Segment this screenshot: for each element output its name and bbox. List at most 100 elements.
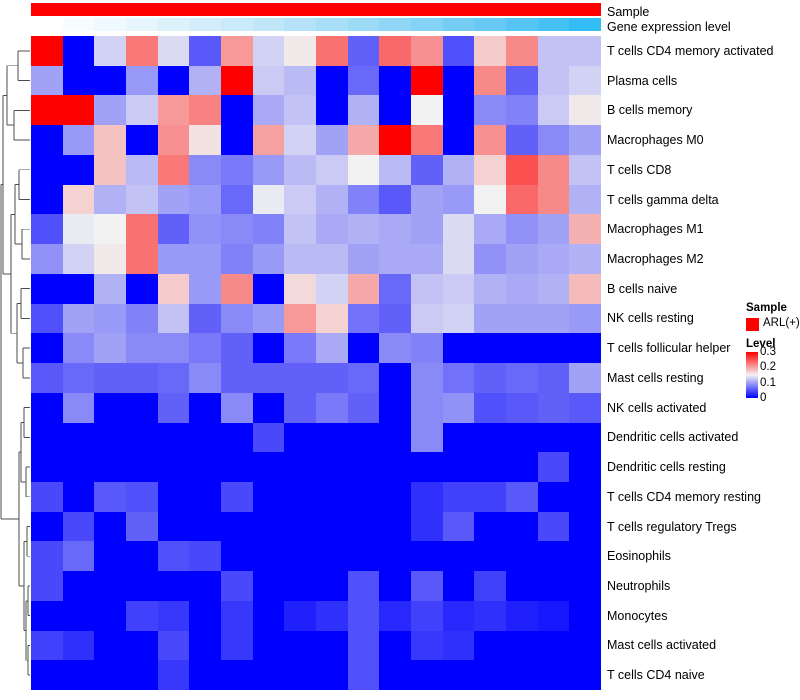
row-label: Dendritic cells activated — [607, 430, 739, 445]
heatmap-cell — [442, 600, 475, 631]
heatmap-cell — [569, 36, 602, 66]
heatmap-cell — [347, 630, 380, 661]
heatmap-cell — [189, 482, 222, 512]
heatmap-cell — [379, 660, 412, 691]
heatmap-cell — [284, 363, 317, 393]
heatmap-cell — [569, 154, 602, 185]
row-label: Monocytes — [607, 608, 668, 623]
heatmap-cell — [442, 303, 475, 334]
heatmap-cell — [537, 660, 570, 691]
heatmap-cell — [537, 273, 570, 304]
heatmap-cell — [569, 600, 602, 631]
heatmap-row — [31, 333, 602, 364]
heatmap-cell — [189, 184, 222, 215]
heatmap-cell — [221, 482, 253, 512]
heatmap-row — [31, 452, 602, 483]
heatmap-cell — [474, 125, 507, 155]
legend-color-swatch — [746, 317, 759, 331]
heatmap-row — [31, 303, 602, 334]
heatmap-cell — [411, 333, 443, 364]
heatmap-cell — [126, 95, 158, 126]
legend-level-title: Level — [746, 337, 776, 350]
heatmap-cell — [379, 36, 412, 66]
heatmap-cell — [31, 65, 63, 96]
heatmap-cell — [347, 95, 380, 126]
gene-expression-cell-18 — [569, 18, 602, 31]
heatmap-cell — [569, 363, 602, 393]
heatmap-cell — [537, 333, 570, 364]
heatmap-cell — [252, 541, 285, 572]
heatmap-cell — [411, 571, 443, 601]
heatmap-cell — [94, 511, 127, 542]
heatmap-cell — [94, 571, 127, 601]
heatmap-cell — [474, 303, 507, 334]
heatmap-cell — [284, 630, 317, 661]
heatmap-cell — [189, 422, 222, 453]
heatmap-cell — [347, 660, 380, 691]
heatmap-cell — [252, 482, 285, 512]
heatmap-cell — [411, 273, 443, 304]
heatmap-row — [31, 660, 602, 691]
heatmap-cell — [157, 422, 190, 453]
heatmap-cell — [347, 600, 380, 631]
heatmap-cell — [537, 214, 570, 245]
heatmap-cell — [189, 154, 222, 185]
heatmap-cell — [189, 600, 222, 631]
row-label: T cells follicular helper — [607, 341, 731, 356]
heatmap-cell — [347, 511, 380, 542]
heatmap-cell — [221, 273, 253, 304]
heatmap-cell — [379, 600, 412, 631]
heatmap-cell — [347, 125, 380, 155]
heatmap-cell — [94, 273, 127, 304]
heatmap-cell — [316, 422, 348, 453]
heatmap-cell — [126, 422, 158, 453]
heatmap-cell — [62, 422, 95, 453]
heatmap-cell — [569, 333, 602, 364]
heatmap-cell — [474, 571, 507, 601]
gene-expression-cell-6 — [189, 18, 222, 31]
heatmap-cell — [379, 630, 412, 661]
heatmap-cell — [284, 154, 317, 185]
heatmap-cell — [506, 36, 538, 66]
heatmap-cell — [221, 571, 253, 601]
heatmap-cell — [347, 244, 380, 274]
heatmap-cell — [506, 660, 538, 691]
heatmap-cell — [252, 660, 285, 691]
heatmap-cell — [411, 303, 443, 334]
heatmap-cell — [379, 273, 412, 304]
legend-sample-title: Sample — [746, 302, 787, 314]
heatmap-cell — [347, 541, 380, 572]
legend-sample-item-label: ARL(+) — [763, 317, 800, 330]
heatmap-cell — [94, 541, 127, 572]
heatmap-cell — [94, 333, 127, 364]
heatmap-cell — [506, 482, 538, 512]
heatmap-cell — [316, 36, 348, 66]
heatmap-cell — [347, 482, 380, 512]
heatmap-cell — [126, 244, 158, 274]
heatmap-cell — [411, 600, 443, 631]
heatmap-cell — [569, 184, 602, 215]
heatmap-cell — [62, 125, 95, 155]
gene-expression-cell-9 — [284, 18, 317, 31]
heatmap-cell — [252, 452, 285, 483]
heatmap-cell — [379, 571, 412, 601]
heatmap-row — [31, 630, 602, 661]
heatmap-cell — [31, 154, 63, 185]
heatmap-cell — [94, 392, 127, 423]
heatmap-cell — [442, 571, 475, 601]
heatmap-cell — [252, 95, 285, 126]
heatmap-cell — [474, 244, 507, 274]
legend-sample-items: ARL(+) — [746, 317, 800, 331]
heatmap-cell — [537, 95, 570, 126]
heatmap-cell — [94, 600, 127, 631]
heatmap-cell — [94, 95, 127, 126]
heatmap-cell — [379, 184, 412, 215]
legend-level-tick: 0.2 — [760, 361, 776, 374]
heatmap-cell — [31, 273, 63, 304]
heatmap-cell — [221, 303, 253, 334]
heatmap-cell — [569, 214, 602, 245]
heatmap-cell — [442, 65, 475, 96]
heatmap-cell — [189, 333, 222, 364]
heatmap-cell — [62, 214, 95, 245]
